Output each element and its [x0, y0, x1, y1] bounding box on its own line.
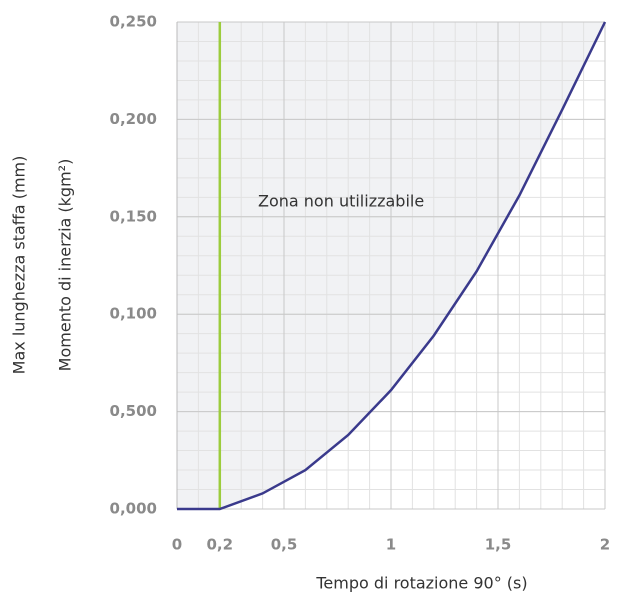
y-tick-label: 0,500: [110, 402, 157, 420]
annotation: Zona non utilizzabile: [258, 192, 424, 211]
x-tick-label: 0,2: [207, 536, 234, 554]
y-axis-label: Momento di inerzia (kgm²): [56, 159, 75, 372]
y-tick-label: 0,200: [110, 110, 157, 128]
curve: [177, 21, 607, 511]
x-axis-label: Tempo di rotazione 90° (s): [315, 574, 527, 593]
y-tick-label: 0,150: [110, 207, 157, 225]
x-tick-label: 1: [386, 536, 396, 554]
x-tick-label: 2: [600, 536, 610, 554]
x-tick-label: 0,5: [271, 536, 298, 554]
x-tick-label: 1,5: [485, 536, 512, 554]
y-axis-label: Max lunghezza staffa (mm): [10, 156, 29, 375]
y-tick-label: 0,100: [110, 305, 157, 323]
y-tick-label: 0,000: [110, 500, 157, 518]
x-tick-label: 0: [172, 536, 182, 554]
y-tick-label: 0,250: [110, 13, 157, 31]
